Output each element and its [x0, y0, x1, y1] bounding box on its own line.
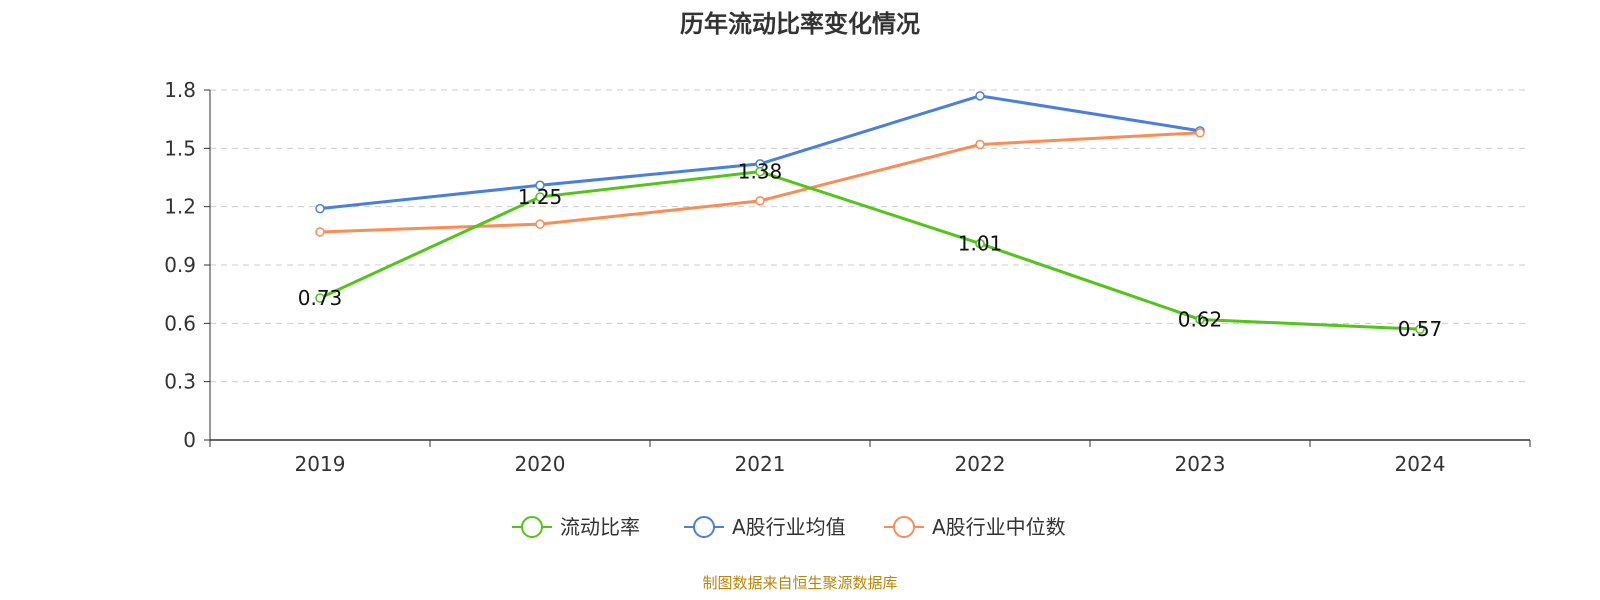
data-point[interactable] [975, 139, 985, 150]
legend-item[interactable]: A股行业均值 [684, 515, 846, 539]
legend-label: A股行业中位数 [932, 515, 1066, 539]
data-point[interactable] [535, 180, 545, 191]
data-point[interactable] [315, 227, 325, 237]
series-group [315, 91, 1425, 334]
data-point[interactable] [535, 192, 545, 202]
x-tick-label: 2020 [515, 452, 566, 476]
source-note: 制图数据来自恒生聚源数据库 [702, 574, 897, 592]
grid-lines [210, 89, 1530, 383]
x-tick-label: 2021 [735, 452, 786, 476]
data-point[interactable] [315, 293, 325, 303]
legend-swatch-circle [521, 516, 543, 538]
data-label: 1.01 [958, 232, 1003, 256]
x-tick-label: 2019 [295, 452, 346, 476]
data-point[interactable] [755, 166, 765, 177]
legend-item[interactable]: 流动比率 [512, 515, 640, 539]
data-label: 0.73 [298, 286, 343, 310]
data-point[interactable] [1195, 314, 1205, 325]
x-tick-label: 2022 [955, 452, 1006, 476]
chart-title: 历年流动比率变化情况 [680, 10, 920, 38]
legend-swatch-circle [693, 516, 715, 538]
y-tick-label: 1.8 [164, 78, 196, 102]
x-tick-label: 2024 [1395, 452, 1446, 476]
y-tick-label: 0.3 [164, 370, 196, 394]
y-axis: 0 0.3 0.6 0.9 1.2 1.5 1.8 [164, 78, 211, 452]
data-point[interactable] [315, 203, 325, 214]
data-point[interactable] [535, 219, 545, 229]
y-tick-label: 1.2 [164, 195, 196, 219]
y-tick-label: 0 [183, 428, 196, 452]
legend-swatch-circle [893, 516, 915, 538]
data-labels: 0.73 1.25 1.38 1.01 0.62 0.57 [298, 160, 1443, 341]
data-point[interactable] [1415, 324, 1425, 334]
data-point[interactable] [975, 238, 985, 249]
data-label: 1.25 [518, 185, 563, 209]
data-point[interactable] [975, 91, 985, 101]
data-point[interactable] [1195, 128, 1205, 138]
y-tick-label: 0.9 [164, 253, 196, 277]
series-line [319, 94, 1201, 211]
x-axis: 2019 2020 2021 2022 2023 2024 [209, 439, 1531, 476]
y-tick-label: 1.5 [164, 136, 196, 160]
legend-label: 流动比率 [560, 515, 640, 539]
legend-item[interactable]: A股行业中位数 [884, 515, 1066, 539]
legend-label: A股行业均值 [732, 515, 846, 539]
legend[interactable]: 流动比率 A股行业均值 A股行业中位数 [512, 515, 1066, 539]
data-label: 1.38 [738, 160, 783, 184]
series-line [319, 170, 1421, 331]
x-tick-label: 2023 [1175, 452, 1226, 476]
y-tick-label: 0.6 [164, 311, 196, 335]
data-label: 0.57 [1398, 317, 1443, 341]
data-point[interactable] [755, 196, 765, 206]
data-label: 0.62 [1178, 307, 1223, 331]
